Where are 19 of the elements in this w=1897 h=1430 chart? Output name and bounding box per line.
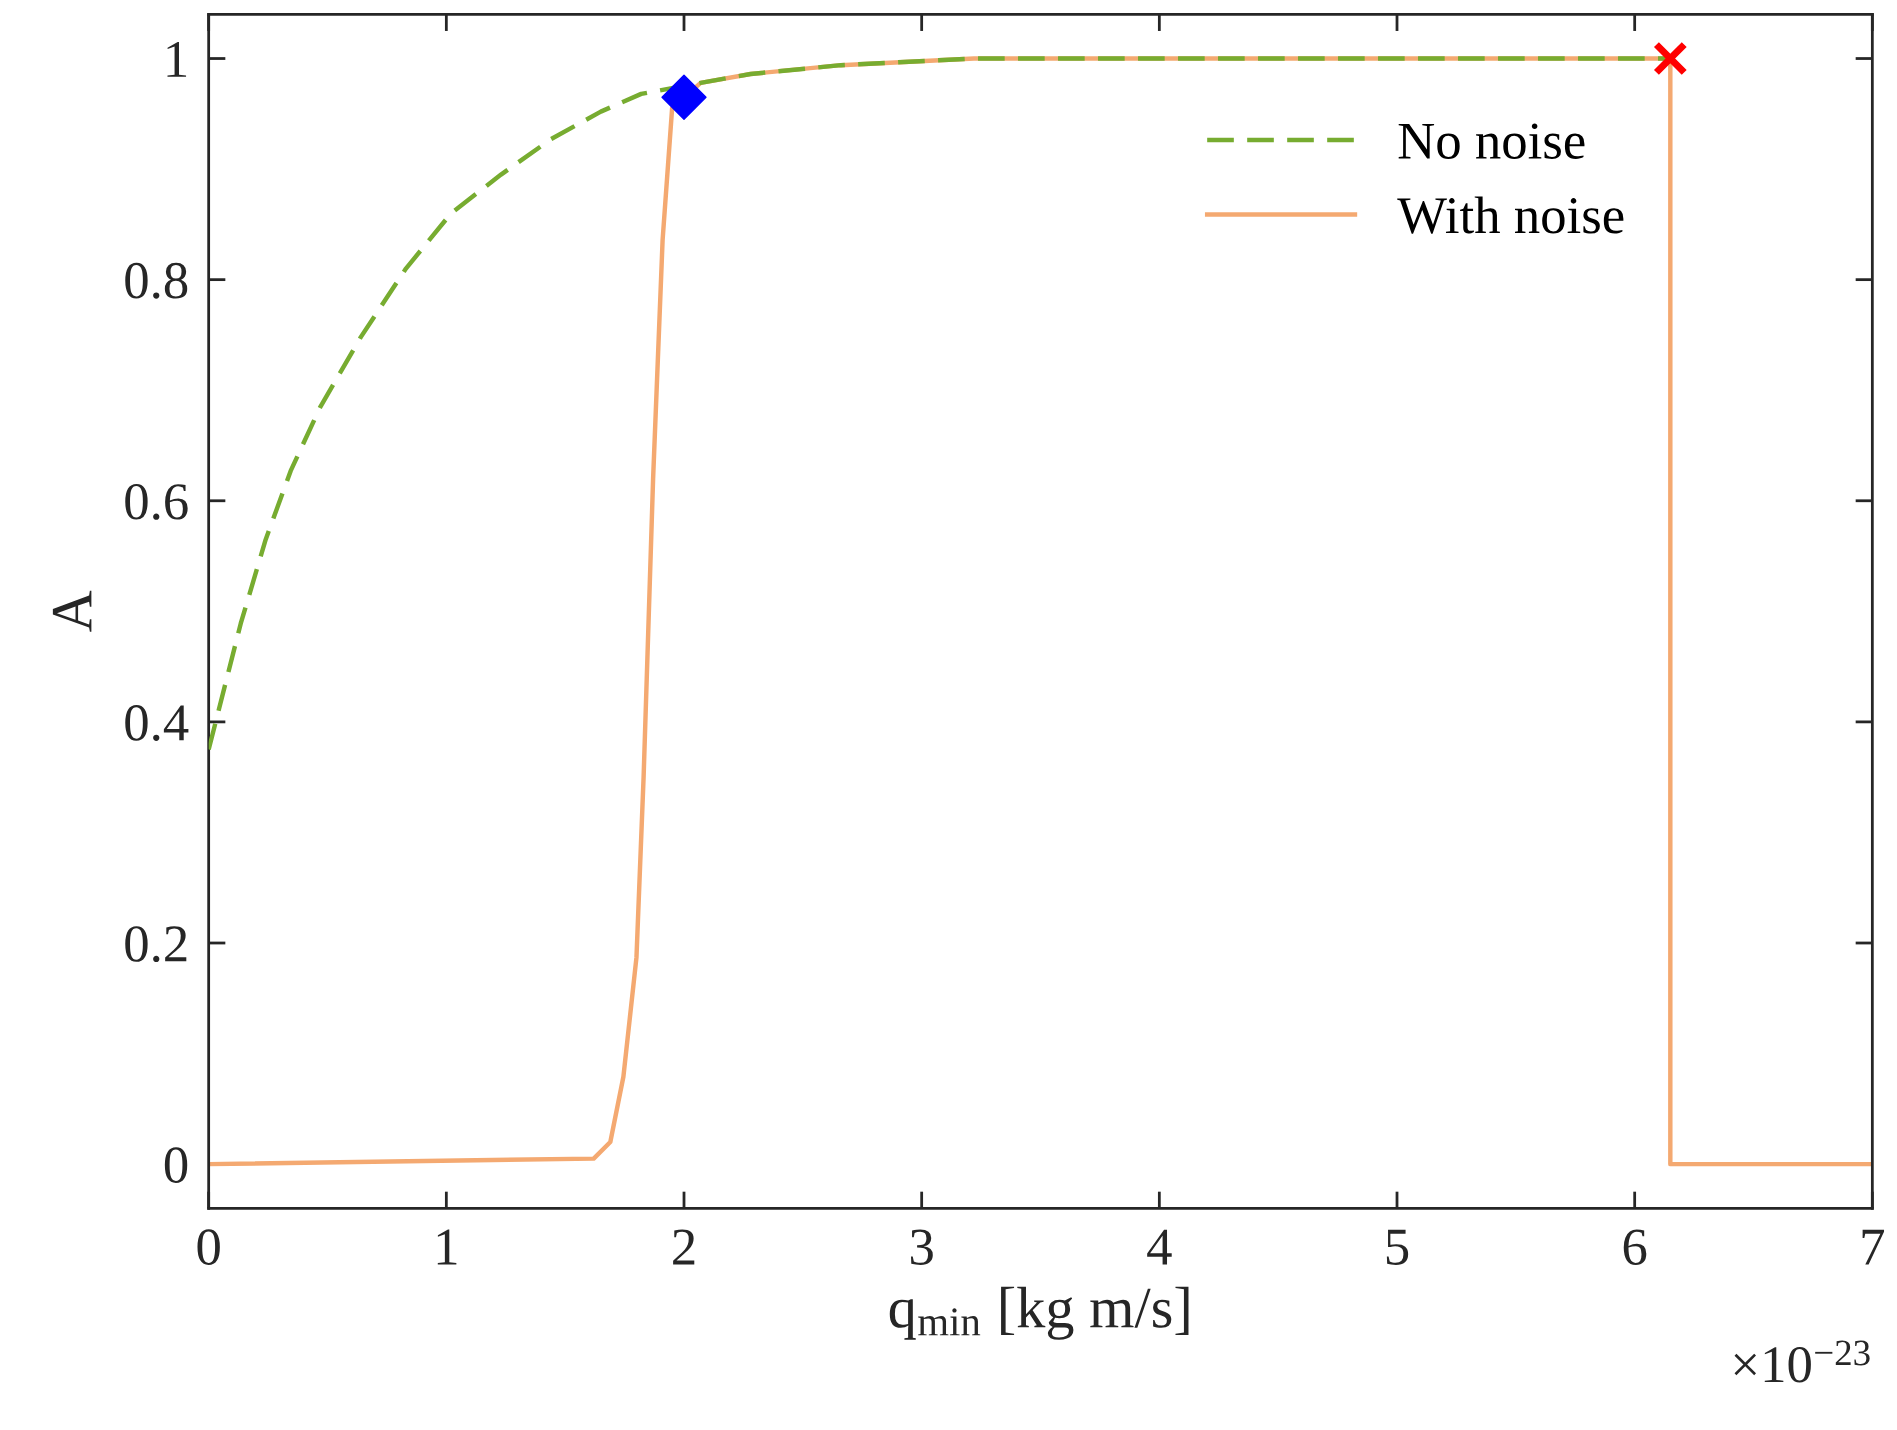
y-tick-label: 0.4 <box>125 705 189 741</box>
x-tick-label: 3 <box>911 1229 933 1265</box>
x-tick-label: 2 <box>673 1229 695 1265</box>
x-tick-label: 4 <box>1147 1229 1172 1265</box>
x-tick-label: 7 <box>1862 1229 1885 1265</box>
legend-label: No noise <box>1398 123 1585 159</box>
x-tick-label: 6 <box>1623 1229 1647 1265</box>
legend-label: With noise <box>1397 196 1624 234</box>
x-tick-label: 1 <box>437 1229 457 1265</box>
x-tick-label: 0 <box>197 1229 220 1265</box>
y-tick-label: 0 <box>164 1147 188 1183</box>
y-tick-label: 0.2 <box>125 926 187 963</box>
y-axis-title: A <box>52 590 92 632</box>
text: ×10$^{−23}$ <box>1734 1340 1870 1383</box>
x-tick-label: 5 <box>1386 1229 1409 1265</box>
y-tick-label: 0.8 <box>125 262 188 299</box>
y-tick-label: 1 <box>167 41 187 77</box>
x-axis-title: q$_{min}$ [kg m/s] <box>889 1286 1189 1340</box>
y-tick-label: 0.6 <box>125 483 188 520</box>
